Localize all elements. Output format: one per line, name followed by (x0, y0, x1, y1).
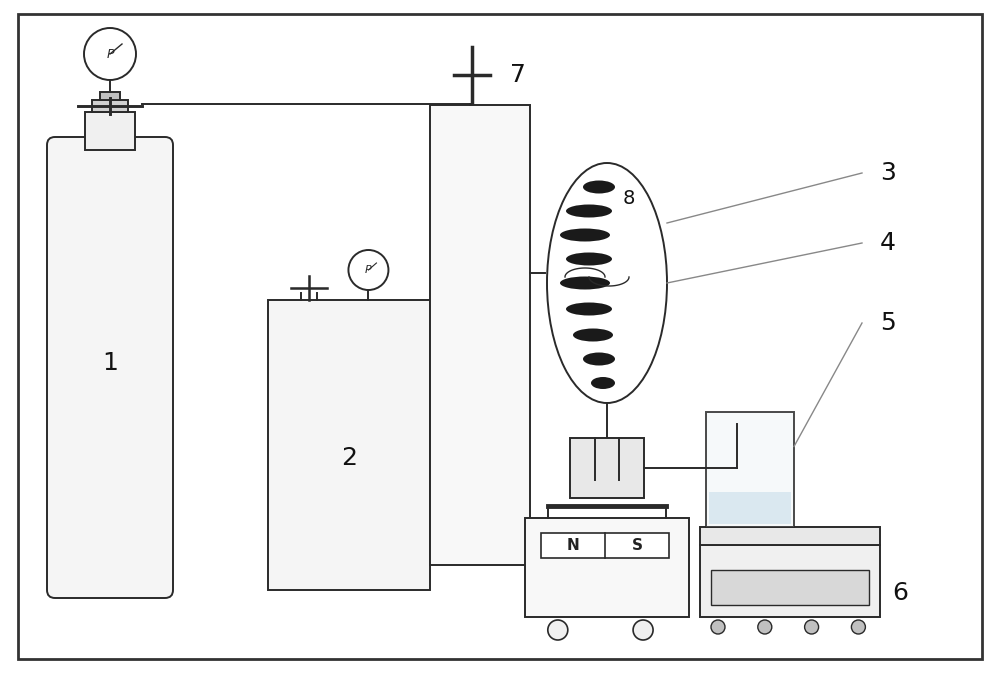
Ellipse shape (547, 163, 667, 403)
Ellipse shape (583, 180, 615, 194)
Circle shape (548, 620, 568, 640)
Bar (711, 570, 869, 605)
Bar (268, 300, 430, 590)
Bar (700, 545, 880, 617)
Bar (100, 92, 120, 100)
Circle shape (348, 250, 388, 290)
Bar (430, 105, 530, 565)
Bar (709, 492, 791, 524)
Bar (706, 412, 794, 527)
Text: 4: 4 (880, 231, 896, 255)
Text: 8: 8 (623, 188, 635, 207)
Text: 7: 7 (510, 63, 526, 87)
Text: 2: 2 (341, 446, 357, 470)
Ellipse shape (560, 277, 610, 289)
Bar (85, 112, 135, 150)
Text: 1: 1 (102, 351, 118, 375)
Ellipse shape (566, 302, 612, 316)
Circle shape (84, 28, 136, 80)
Text: S: S (632, 538, 643, 553)
Bar (92, 100, 128, 112)
Text: 5: 5 (880, 311, 896, 335)
Text: 3: 3 (880, 161, 896, 185)
Bar (700, 527, 880, 545)
Ellipse shape (573, 328, 613, 341)
Circle shape (758, 620, 772, 634)
Circle shape (633, 620, 653, 640)
Circle shape (805, 620, 819, 634)
Text: 6: 6 (892, 581, 908, 605)
Ellipse shape (566, 252, 612, 266)
Ellipse shape (583, 353, 615, 365)
Text: P: P (365, 265, 372, 275)
Ellipse shape (591, 377, 615, 389)
Bar (541, 533, 669, 558)
Bar (525, 518, 689, 617)
Circle shape (851, 620, 865, 634)
Circle shape (711, 620, 725, 634)
Text: P: P (106, 48, 114, 61)
FancyBboxPatch shape (47, 137, 173, 598)
Bar (570, 438, 644, 498)
Ellipse shape (560, 229, 610, 242)
Ellipse shape (566, 205, 612, 217)
Text: N: N (567, 538, 580, 553)
